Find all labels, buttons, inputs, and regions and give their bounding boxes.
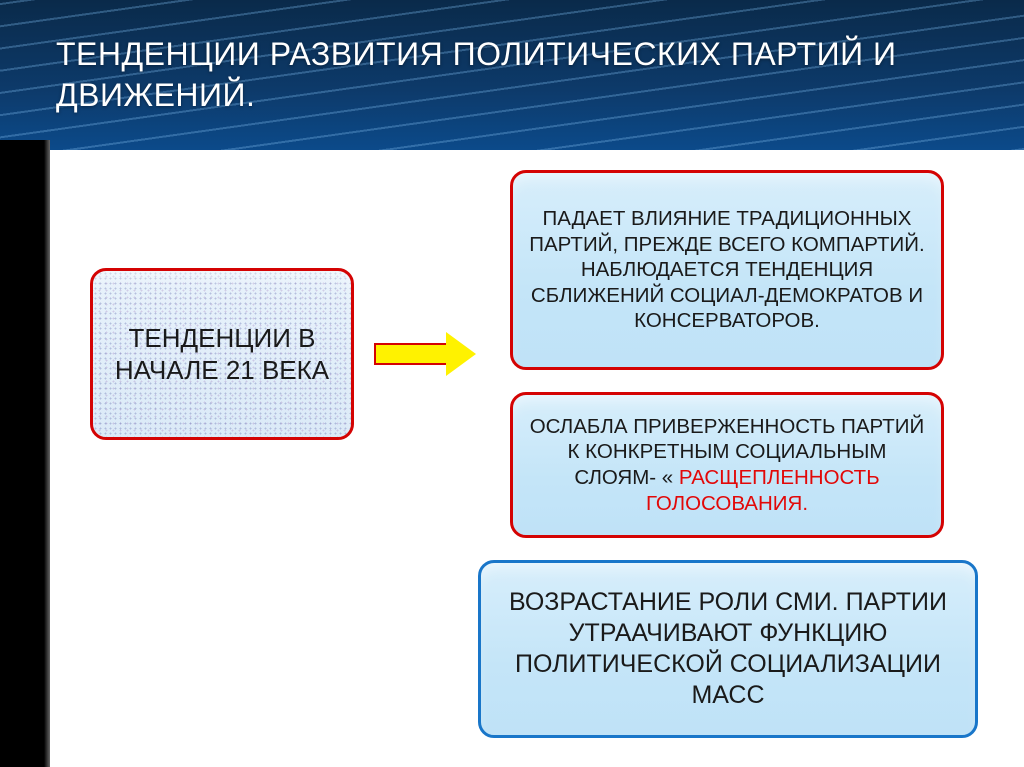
arrow-body <box>374 343 446 365</box>
box-trend-1-text: ПАДАЕТ ВЛИЯНИЕ ТРАДИЦИОННЫХ ПАРТИЙ, ПРЕЖ… <box>527 206 927 334</box>
box-trend-1: ПАДАЕТ ВЛИЯНИЕ ТРАДИЦИОННЫХ ПАРТИЙ, ПРЕЖ… <box>510 170 944 370</box>
box-tendencies-left-text: ТЕНДЕНЦИИ В НАЧАЛЕ 21 ВЕКА <box>107 322 337 387</box>
box-trend-2-highlight: РАСЩЕПЛЕННОСТЬ ГОЛОСОВАНИЯ. <box>646 466 880 515</box>
box-trend-2: ОСЛАБЛА ПРИВЕРЖЕННОСТЬ ПАРТИЙ К КОНКРЕТН… <box>510 392 944 538</box>
slide-root: ТЕНДЕНЦИИ РАЗВИТИЯ ПОЛИТИЧЕСКИХ ПАРТИЙ И… <box>0 0 1024 767</box>
box-trend-2-text: ОСЛАБЛА ПРИВЕРЖЕННОСТЬ ПАРТИЙ К КОНКРЕТН… <box>527 414 927 517</box>
arrow-right-icon <box>374 332 494 376</box>
box-tendencies-left: ТЕНДЕНЦИИ В НАЧАЛЕ 21 ВЕКА <box>90 268 354 440</box>
left-black-strip <box>0 140 44 767</box>
box-trend-3: ВОЗРАСТАНИЕ РОЛИ СМИ. ПАРТИИ УТРААЧИВАЮТ… <box>478 560 978 738</box>
arrow-head <box>446 332 476 376</box>
box-trend-3-text: ВОЗРАСТАНИЕ РОЛИ СМИ. ПАРТИИ УТРААЧИВАЮТ… <box>495 587 961 712</box>
slide-title: ТЕНДЕНЦИИ РАЗВИТИЯ ПОЛИТИЧЕСКИХ ПАРТИЙ И… <box>56 34 1024 116</box>
